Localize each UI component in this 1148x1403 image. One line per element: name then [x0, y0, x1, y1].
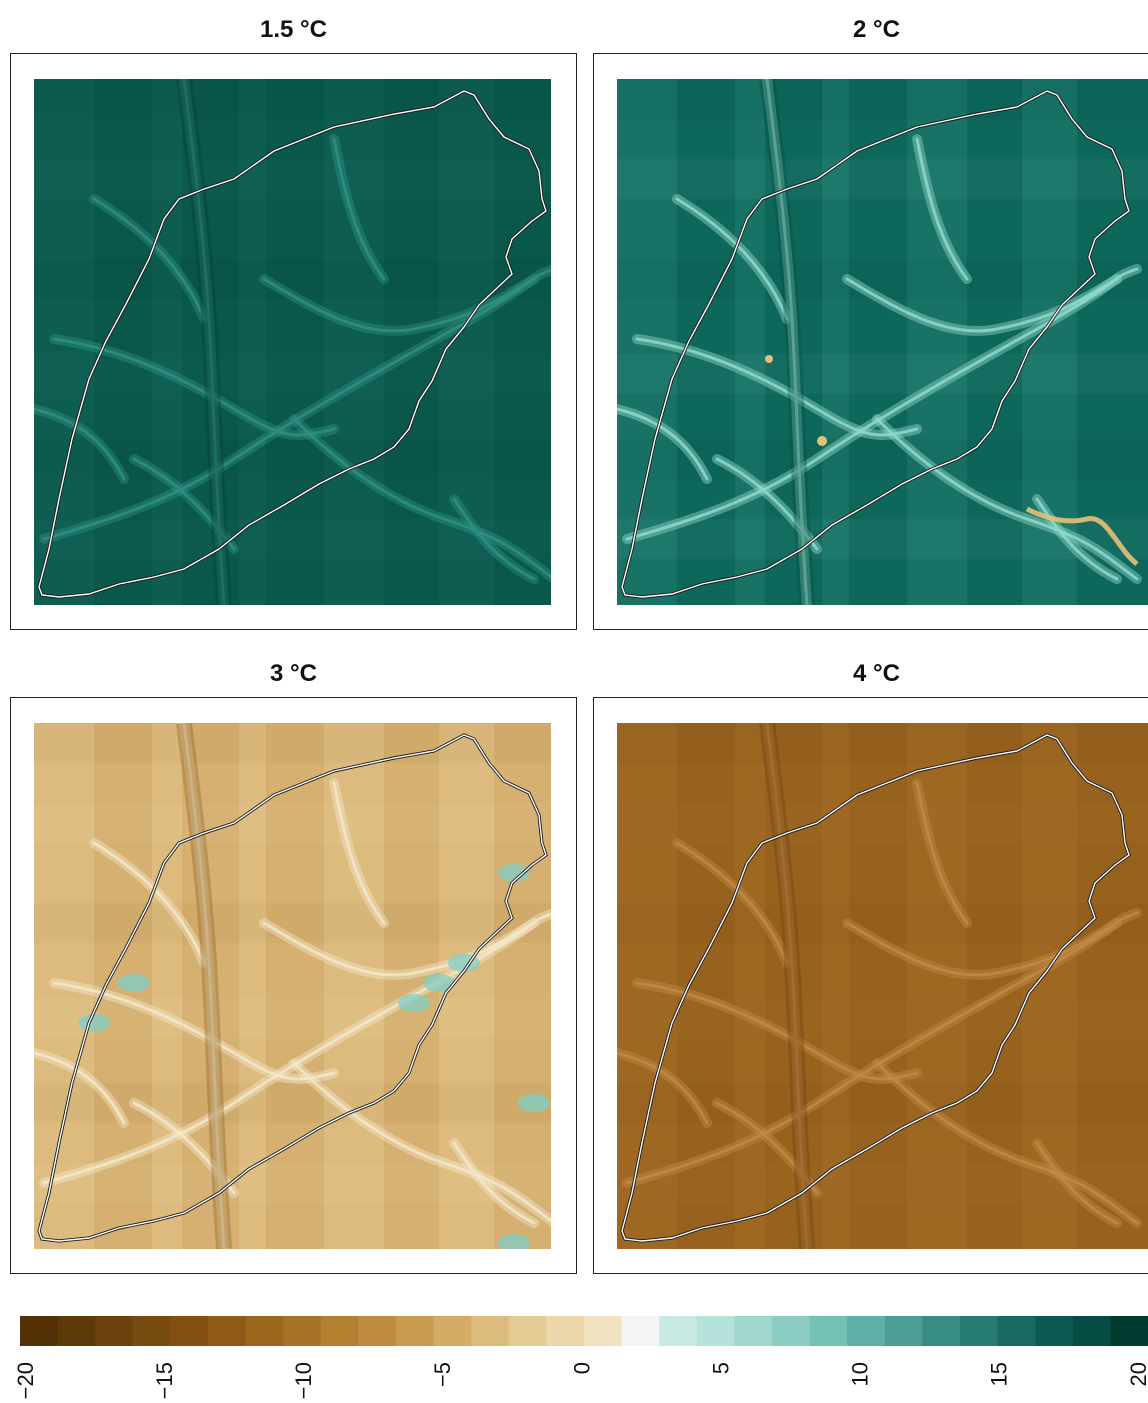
colorbar-swatch — [208, 1316, 247, 1346]
colorbar-swatch — [884, 1316, 923, 1346]
colorbar-swatch — [734, 1316, 773, 1346]
colorbar-swatch — [546, 1316, 585, 1346]
panel-title-1-5c: 1.5 °C — [260, 16, 327, 43]
colorbar-swatch — [997, 1316, 1036, 1346]
panel-title-4c: 4 °C — [853, 660, 900, 687]
colorbar-tick-label: −10 — [291, 1362, 316, 1399]
colorbar-swatch — [245, 1316, 284, 1346]
colorbar-swatch — [1035, 1316, 1074, 1346]
colorbar-swatch — [621, 1316, 660, 1346]
colorbar-tick-label: −20 — [13, 1362, 38, 1399]
colorbar-swatch — [960, 1316, 999, 1346]
colorbar-tick-label: 0 — [569, 1362, 594, 1374]
colorbar-swatch — [922, 1316, 961, 1346]
map-1-5c — [34, 79, 551, 605]
colorbar-swatch — [847, 1316, 886, 1346]
colorbar-swatch — [696, 1316, 735, 1346]
colorbar-swatch — [471, 1316, 510, 1346]
colorbar-swatch — [508, 1316, 547, 1346]
colorbar-legend: −20 −15 −10 −5 0 5 10 15 20 — [13, 1316, 1148, 1399]
colorbar-tick-label: 10 — [848, 1362, 873, 1386]
colorbar-swatch — [132, 1316, 171, 1346]
colorbar-tick-label: −5 — [430, 1362, 455, 1387]
colorbar-swatch — [320, 1316, 359, 1346]
colorbar-swatch — [358, 1316, 397, 1346]
colorbar-swatch — [20, 1316, 59, 1346]
colorbar-swatch — [283, 1316, 322, 1346]
colorbar-swatch — [809, 1316, 848, 1346]
colorbar-tick-label: −15 — [152, 1362, 177, 1399]
panel-title-2c: 2 °C — [853, 16, 900, 43]
colorbar-swatch — [584, 1316, 623, 1346]
colorbar-swatch — [659, 1316, 698, 1346]
map-3c — [34, 723, 551, 1249]
watershed-boundary — [38, 734, 547, 1242]
colorbar-swatch — [1072, 1316, 1111, 1346]
colorbar-swatch — [433, 1316, 472, 1346]
colorbar-tick-label: 20 — [1126, 1362, 1148, 1386]
map-4c — [617, 723, 1148, 1249]
colorbar-swatch — [170, 1316, 209, 1346]
colorbar-tick-label: 5 — [708, 1362, 733, 1374]
panel-title-3c: 3 °C — [270, 660, 317, 687]
colorbar-swatch — [57, 1316, 96, 1346]
watershed-boundary — [38, 90, 547, 598]
watershed-boundary — [621, 734, 1130, 1242]
colorbar-swatch — [1110, 1316, 1148, 1346]
colorbar-swatch — [772, 1316, 811, 1346]
map-2c — [617, 79, 1148, 605]
colorbar-swatch — [396, 1316, 435, 1346]
watershed-boundary — [621, 90, 1130, 598]
colorbar-swatch — [95, 1316, 134, 1346]
colorbar-tick-label: 15 — [987, 1362, 1012, 1386]
